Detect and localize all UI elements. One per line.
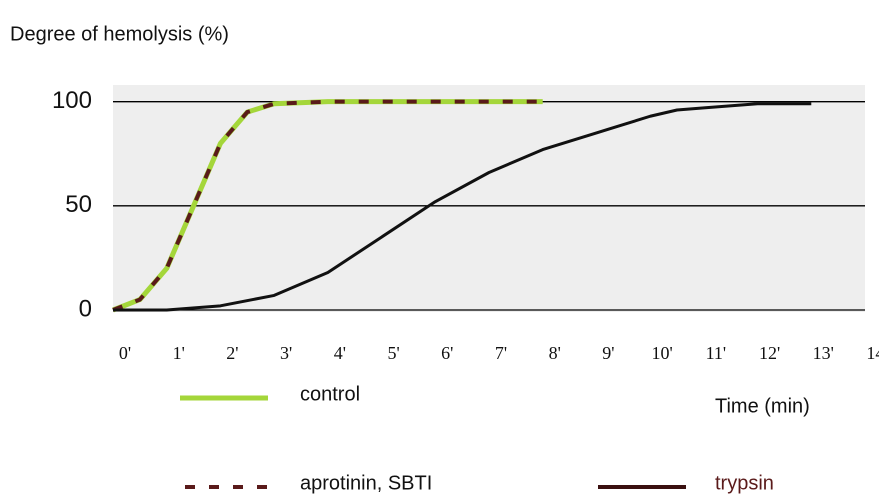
- chart-title: Degree of hemolysis (%): [10, 23, 229, 45]
- y-tick-label: 0: [79, 295, 92, 322]
- x-tick-label: 13': [813, 343, 834, 363]
- legend-label: control: [300, 383, 360, 405]
- x-tick-label: 2': [226, 343, 238, 363]
- x-tick-label: 3': [280, 343, 292, 363]
- legend-label: trypsin: [715, 472, 774, 494]
- x-tick-label: 5': [387, 343, 399, 363]
- x-tick-label: 10': [652, 343, 673, 363]
- x-tick-label: 11': [706, 343, 727, 363]
- y-tick-label: 50: [65, 191, 92, 218]
- series-line: [113, 102, 812, 312]
- x-tick-label: 9': [602, 343, 614, 363]
- x-tick-label: 6': [441, 343, 453, 363]
- x-tick-label: 14': [866, 343, 879, 363]
- x-tick-label: 12': [759, 343, 780, 363]
- x-tick-label: 7': [495, 343, 507, 363]
- x-tick-label: 1': [173, 343, 185, 363]
- x-axis-label: Time (min): [715, 395, 810, 417]
- x-tick-label: 8': [549, 343, 561, 363]
- legend-label: aprotinin, SBTI: [300, 472, 432, 494]
- x-tick-label: 0': [119, 343, 131, 363]
- y-tick-label: 100: [52, 87, 92, 114]
- series-line: [112, 99, 543, 312]
- x-tick-label: 4': [334, 343, 346, 363]
- plot-area: [113, 85, 865, 312]
